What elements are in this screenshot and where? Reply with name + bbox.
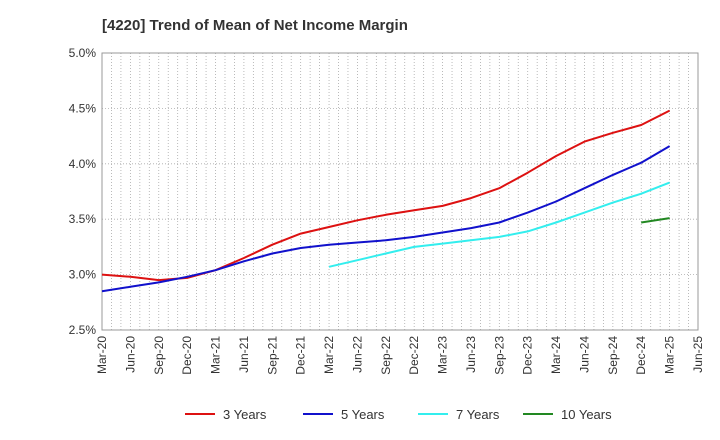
x-tick-label: Jun-21 — [237, 336, 251, 373]
legend-label: 3 Years — [223, 407, 267, 422]
x-tick-label: Mar-25 — [663, 336, 677, 374]
x-tick-label: Mar-22 — [322, 336, 336, 374]
x-tick-label: Mar-21 — [209, 336, 223, 374]
legend-label: 5 Years — [341, 407, 385, 422]
x-tick-label: Dec-24 — [634, 336, 648, 375]
x-tick-label: Sep-20 — [152, 336, 166, 375]
legend: 3 Years 5 Years 7 Years 10 Years — [185, 407, 612, 422]
x-tick-label: Jun-24 — [577, 336, 591, 373]
series-line-5-years — [101, 145, 671, 293]
x-tick-label: Sep-24 — [606, 336, 620, 375]
y-tick-label: 2.5% — [69, 323, 97, 337]
legend-label: 7 Years — [456, 407, 500, 422]
y-tick-label: 3.0% — [69, 268, 97, 282]
series-line-7-years — [328, 181, 670, 268]
x-tick-label: Jun-23 — [464, 336, 478, 373]
x-tick-label: Jun-25 — [691, 336, 705, 373]
y-tick-label: 4.5% — [69, 101, 97, 115]
x-tick-label: Dec-23 — [521, 336, 535, 375]
x-tick-label: Jun-20 — [123, 336, 137, 373]
x-tick-label: Dec-22 — [407, 336, 421, 375]
x-tick-label: Sep-23 — [492, 336, 506, 375]
plot-area — [101, 52, 699, 331]
y-tick-label: 4.0% — [69, 157, 97, 171]
x-tick-label: Sep-21 — [265, 336, 279, 375]
y-tick-label: 3.5% — [69, 212, 97, 226]
x-axis: Mar-20 Jun-20 Sep-20 Dec-20 Mar-21 Jun-21 Sep-… — [95, 336, 705, 375]
x-tick-label: Dec-20 — [180, 336, 194, 375]
series-lines — [101, 109, 671, 293]
y-tick-label: 5.0% — [69, 46, 97, 60]
series-line-10-years — [641, 217, 670, 224]
legend-label: 10 Years — [561, 407, 612, 422]
x-tick-label: Mar-23 — [436, 336, 450, 374]
x-tick-label: Mar-24 — [549, 336, 563, 374]
x-tick-label: Dec-21 — [294, 336, 308, 375]
chart-title: [4220] Trend of Mean of Net Income Margi… — [102, 17, 408, 34]
grid — [102, 52, 698, 331]
x-tick-label: Sep-22 — [379, 336, 393, 375]
y-axis: 2.5% 3.0% 3.5% 4.0% 4.5% 5.0% — [69, 46, 97, 337]
x-tick-label: Mar-20 — [95, 336, 109, 374]
x-tick-label: Jun-22 — [350, 336, 364, 373]
